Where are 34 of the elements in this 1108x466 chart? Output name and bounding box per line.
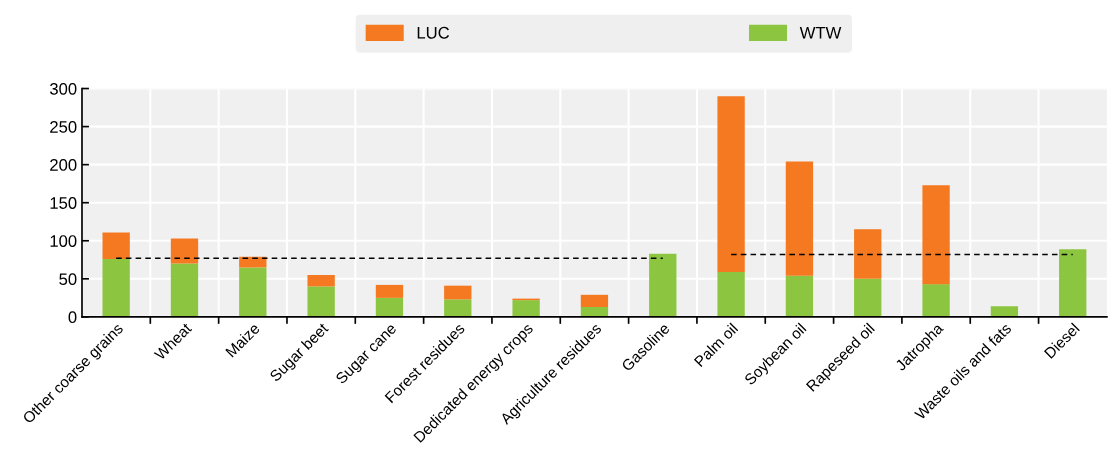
bar bbox=[854, 278, 882, 317]
bar bbox=[170, 263, 199, 317]
bar bbox=[307, 275, 335, 287]
y-tick-label: 100 bbox=[50, 235, 77, 247]
bar bbox=[1059, 249, 1087, 317]
bar bbox=[990, 306, 1019, 317]
bar bbox=[375, 297, 404, 317]
bar bbox=[922, 284, 950, 317]
bar bbox=[854, 229, 882, 279]
y-tick-label: 250 bbox=[50, 121, 77, 133]
bar bbox=[785, 161, 814, 276]
bar bbox=[717, 96, 745, 272]
bar bbox=[512, 300, 540, 317]
bar bbox=[102, 232, 130, 260]
bar bbox=[717, 271, 745, 317]
legend-label: LUC bbox=[417, 26, 450, 39]
bar bbox=[922, 185, 950, 285]
bar bbox=[444, 299, 472, 317]
legend-label: WTW bbox=[799, 27, 842, 39]
bar bbox=[307, 286, 335, 317]
y-tick-label: 300 bbox=[49, 82, 77, 95]
bar bbox=[102, 259, 130, 317]
bar bbox=[239, 267, 267, 317]
y-tick-label: 150 bbox=[50, 197, 77, 209]
bar bbox=[444, 285, 472, 300]
bar bbox=[649, 253, 677, 317]
bar bbox=[580, 306, 609, 317]
bar bbox=[375, 284, 404, 298]
bar bbox=[170, 238, 199, 264]
y-tick-label: 0 bbox=[68, 311, 77, 324]
bar bbox=[580, 294, 609, 307]
y-tick-label: 200 bbox=[50, 159, 77, 171]
y-tick-label: 50 bbox=[59, 273, 77, 286]
bar bbox=[785, 275, 814, 317]
